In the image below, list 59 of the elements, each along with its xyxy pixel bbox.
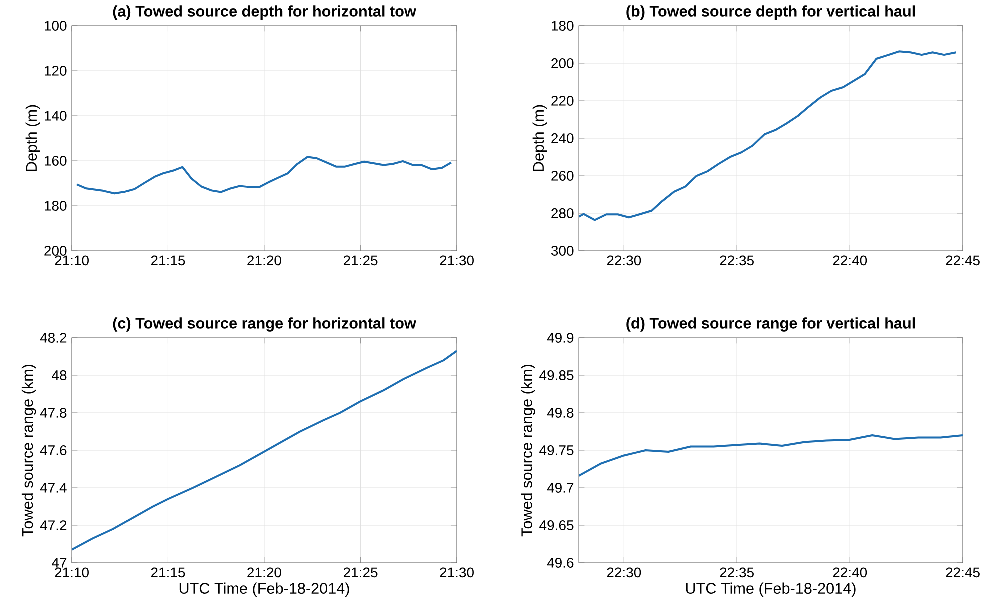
y-tick-label: 47.6 [40,446,67,456]
y-axis-title: Depth (m) [532,105,548,172]
y-tick-label: 160 [45,156,67,166]
line-series [76,156,452,195]
line-series [579,434,964,477]
y-tick-label: 49.65 [540,520,574,530]
x-tick-label: 21:10 [55,256,89,266]
y-tick-label: 180 [45,201,67,211]
line-series [579,50,958,222]
y-tick-label: 49.85 [540,370,574,380]
x-tick-label: 21:25 [344,256,378,266]
y-tick-label: 49.6 [547,558,574,568]
x-axis-title: UTC Time (Feb-18-2014) [686,582,856,598]
x-axis-title: UTC Time (Feb-18-2014) [180,582,350,598]
chart-title: (d) Towed source range for vertical haul [626,318,916,332]
x-tick-label: 21:20 [248,256,282,266]
x-tick-label: 22:35 [720,256,754,266]
y-tick-label: 240 [552,134,574,144]
y-tick-label: 47.8 [40,408,67,418]
y-tick-label: 300 [551,246,574,256]
y-tick-label: 48 [52,370,67,380]
y-axis-title: Towed source range (km) [521,364,536,537]
x-tick-label: 21:20 [248,568,282,578]
y-tick-label: 47 [52,558,67,568]
x-tick-label: 21:30 [440,256,474,266]
y-tick-label: 200 [44,246,67,256]
x-tick-label: 22:40 [833,256,868,266]
y-tick-label: 200 [552,58,574,68]
x-tick-label: 21:10 [55,568,89,578]
y-axis-title: Towed source range (km) [22,364,36,537]
y-tick-label: 49.75 [540,446,574,456]
y-tick-label: 47.4 [40,483,67,493]
y-tick-label: 47.2 [40,520,67,530]
y-tick-label: 49.7 [547,483,574,493]
y-tick-label: 280 [552,208,574,218]
x-tick-label: 22:30 [607,256,642,266]
y-tick-label: 49.9 [547,333,574,343]
chart-title: (b) Towed source depth for vertical haul [626,6,916,20]
line-series [72,350,458,551]
y-tick-label: 220 [552,96,574,106]
chart-title: (c) Towed source range for horizontal tow [113,318,416,332]
chart-title: (a) Towed source depth for horizontal tow [113,6,416,20]
y-tick-label: 48.2 [40,333,67,343]
y-tick-label: 49.8 [547,408,574,418]
y-tick-label: 180 [552,21,574,31]
y-axis-title: Depth (m) [26,105,40,172]
y-tick-label: 120 [45,66,67,76]
x-tick-label: 22:45 [946,256,980,266]
x-tick-label: 21:25 [344,568,378,578]
x-tick-label: 22:35 [720,568,754,578]
y-tick-label: 260 [552,171,574,181]
x-tick-label: 21:30 [440,568,474,578]
x-tick-label: 21:15 [151,256,186,266]
x-tick-label: 22:30 [607,568,642,578]
x-tick-label: 21:15 [151,568,186,578]
y-tick-label: 140 [45,111,67,121]
x-tick-label: 22:45 [946,568,980,578]
x-tick-label: 22:40 [833,568,868,578]
y-tick-label: 100 [45,21,67,31]
